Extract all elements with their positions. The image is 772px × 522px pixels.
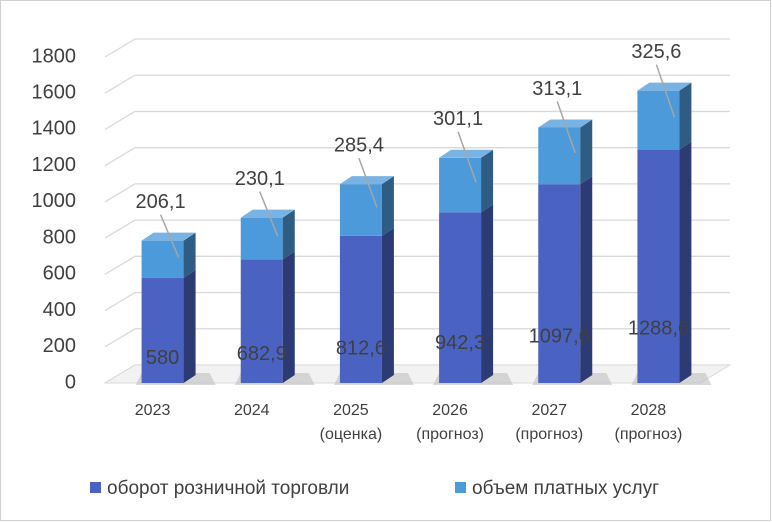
bar-side [183,269,196,383]
y-tick-label: 200 [43,335,76,357]
bar-segment [538,127,581,185]
bar-side [282,209,295,260]
bar-top [141,232,196,241]
x-tick-label-line: (оценка) [320,426,383,443]
bar-side [381,176,394,236]
bar-segment [339,184,382,236]
grid-line [104,183,730,203]
x-tick-label: 2025 (оценка) [320,402,383,443]
legend-label: объем платных услуг [472,478,659,499]
x-tick-label: 2023 [135,402,171,419]
x-tick-label-line: 2027 [531,402,567,419]
leader-line [159,214,180,258]
bar-segment [538,184,581,383]
x-tick-label-line: (прогноз) [416,426,484,443]
x-tick-label-line: 2023 [135,402,171,419]
x-tick-label: 2024 [234,402,270,419]
x-tick-label-line: 2028 [631,402,667,419]
bar-segment [637,149,680,383]
x-tick-label-line: (прогноз) [515,426,583,443]
data-label: 285,4 [334,134,384,156]
x-tick-label-line: (прогноз) [614,426,682,443]
grid-line [104,74,730,94]
y-tick-label: 1000 [32,190,77,212]
leader-line [556,101,576,154]
bar-side [282,251,295,383]
leader-line [358,157,378,208]
bar-side [381,227,394,383]
y-tick-label: 1800 [32,45,77,67]
y-tick-label: 1400 [32,118,77,140]
data-label: 1288,6 [628,318,689,340]
x-tick-label-line: 2026 [432,402,468,419]
leader-line [655,64,676,118]
data-label: 942,3 [435,332,485,354]
leader-line [259,191,279,237]
bar-segment [141,277,184,383]
bar-segment [637,90,680,150]
y-tick-label: 400 [43,299,76,321]
grid-line [104,147,730,167]
grid-line [104,110,730,131]
x-tick-label-line: 2025 [333,402,369,419]
bar-segment [339,235,382,383]
bar-segment [240,217,283,260]
legend-label: оборот розничной торговли [107,478,349,499]
data-label: 206,1 [136,191,186,213]
grid-line [104,255,730,275]
x-tick-label: 2027 (прогноз) [515,402,583,443]
bar-segment [240,259,283,383]
x-tick-label: 2028 (прогноз) [614,402,682,443]
legend-swatch [90,482,101,493]
grid-line [104,291,730,312]
x-tick-label: 2026 (прогноз) [416,402,484,443]
data-label: 325,6 [631,41,681,63]
data-label: 580 [146,347,179,369]
grid-line [104,219,730,239]
data-label: 682,9 [237,343,287,365]
y-tick-label: 0 [65,371,76,393]
bar-segment [141,240,184,278]
data-label: 301,1 [433,108,483,130]
x-tick-label-line: 2024 [234,402,270,419]
bar-segment [439,157,482,213]
bar-side [679,141,692,383]
bar-side [183,232,196,278]
data-label: 313,1 [532,78,582,100]
y-tick-label: 800 [43,226,76,248]
bar-side [679,82,692,150]
leader-line [457,131,477,183]
bar-segment [439,212,482,383]
grid-line [104,328,730,348]
legend-swatch [455,482,466,493]
y-tick-label: 1600 [32,82,77,104]
data-label: 1097,6 [529,326,590,348]
grid-line [104,38,730,58]
bar-side [481,149,494,213]
data-label: 230,1 [235,168,285,190]
bar-side [580,176,593,383]
y-tick-label: 1200 [32,154,77,176]
y-tick-label: 600 [43,263,76,285]
data-label: 812,6 [336,337,386,359]
bar-top [240,209,295,218]
bar-side [580,119,593,185]
bar-side [481,204,494,383]
